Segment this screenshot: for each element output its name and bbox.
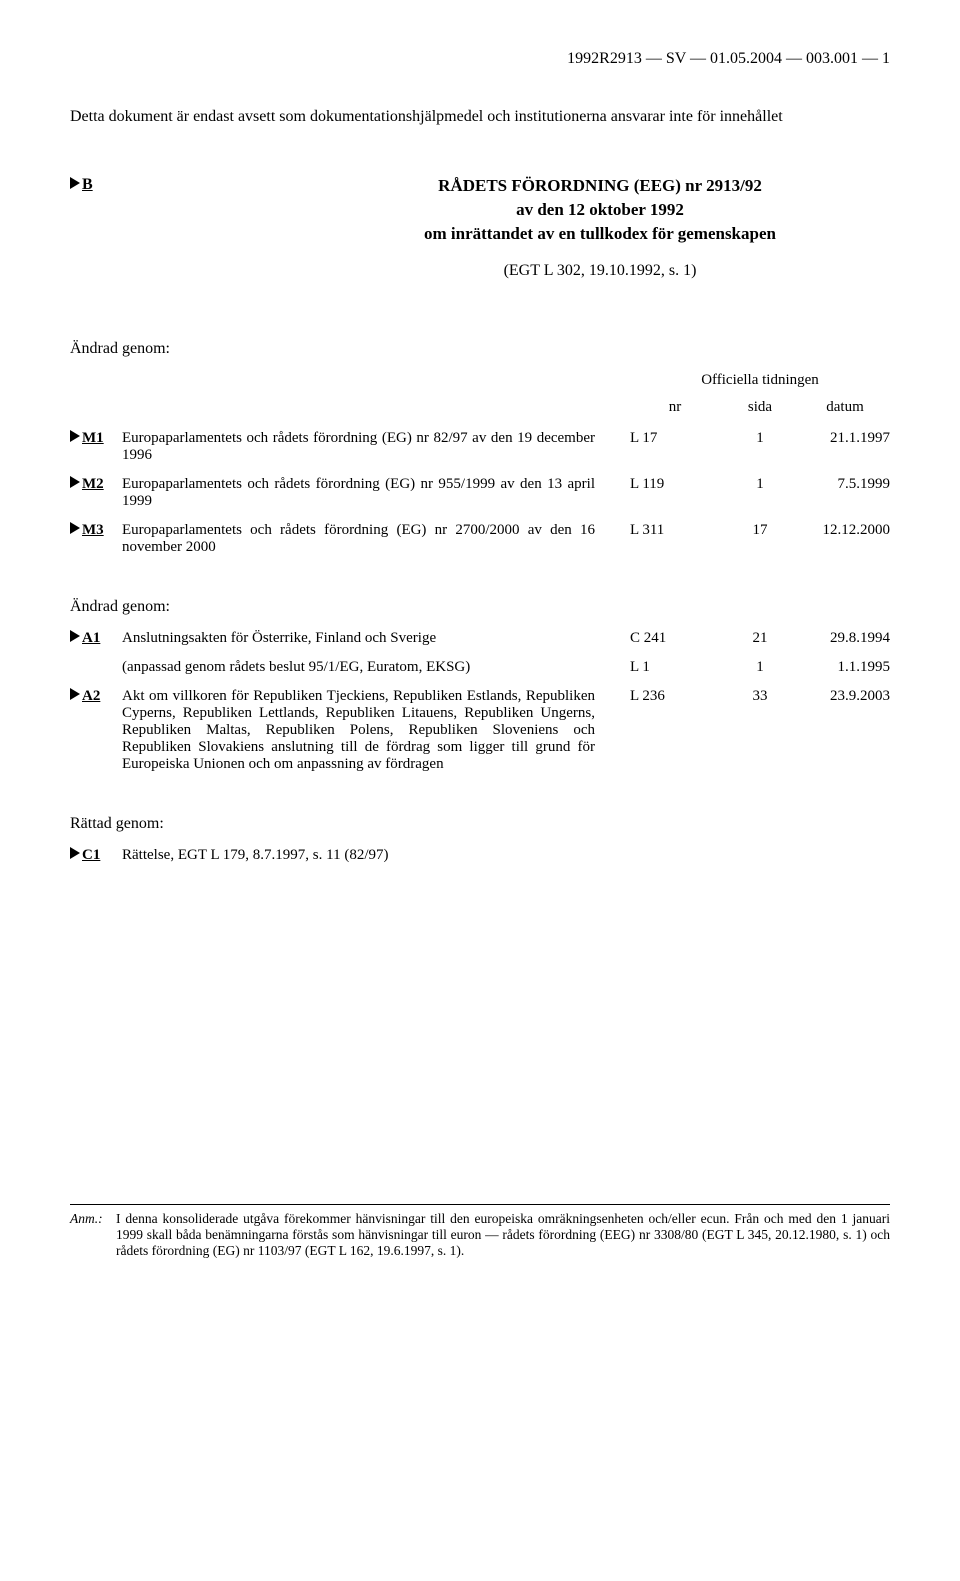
amendment-code-cell: M3: [70, 522, 122, 539]
amendment-code: C1: [82, 847, 100, 863]
title-date: av den 12 oktober 1992: [310, 200, 890, 220]
amendment-nr: L 311: [610, 522, 720, 539]
amendment-nr: L 236: [610, 688, 720, 705]
footnote: Anm.: I denna konsoliderade utgåva förek…: [70, 1204, 890, 1259]
amendment-nr: L 17: [610, 430, 720, 447]
amendment-code-cell: M2: [70, 476, 122, 493]
amendment-desc: Rättelse, EGT L 179, 8.7.1997, s. 11 (82…: [122, 847, 890, 864]
triangle-icon: [70, 630, 80, 642]
amendment-desc: Anslutningsakten för Österrike, Finland …: [122, 630, 610, 647]
c-corrections: C1 Rättelse, EGT L 179, 8.7.1997, s. 11 (…: [70, 847, 890, 864]
corrected-by-heading: Rättad genom:: [70, 815, 890, 833]
document-page: 1992R2913 — SV — 01.05.2004 — 003.001 — …: [0, 0, 960, 1299]
amendment-nr: L 119: [610, 476, 720, 493]
a-amendments: A1 Anslutningsakten för Österrike, Finlan…: [70, 630, 890, 773]
amendment-sida: 33: [720, 688, 800, 705]
col-datum: datum: [800, 399, 890, 416]
oj-label: Officiella tidningen: [630, 372, 890, 389]
amendment-row: A2 Akt om villkoren för Republiken Tjecki…: [70, 688, 890, 773]
amendment-datum: 29.8.1994: [800, 630, 890, 647]
amendment-code: M2: [82, 476, 104, 492]
amendment-desc: Akt om villkoren för Republiken Tjeckien…: [122, 688, 610, 773]
marker-b: B: [70, 176, 110, 194]
triangle-icon: [70, 476, 80, 488]
amendment-row: M2 Europaparlamentets och rådets förordni…: [70, 476, 890, 510]
amendment-code-cell: C1: [70, 847, 122, 864]
amendment-code: M1: [82, 430, 104, 446]
amendment-code-cell: A2: [70, 688, 122, 705]
amended-by-heading-2: Ändrad genom:: [70, 598, 890, 616]
amendment-sida: 1: [720, 430, 800, 447]
title-reference: (EGT L 302, 19.10.1992, s. 1): [310, 262, 890, 280]
footnote-text: I denna konsoliderade utgåva förekommer …: [116, 1211, 890, 1259]
amendment-desc: Europaparlamentets och rådets förordning…: [122, 430, 610, 464]
amendment-row: (anpassad genom rådets beslut 95/1/EG, E…: [70, 659, 890, 676]
amendment-nr: L 1: [610, 659, 720, 676]
amendment-code-cell: M1: [70, 430, 122, 447]
title-block: RÅDETS FÖRORDNING (EEG) nr 2913/92 av de…: [310, 176, 890, 280]
title-main: RÅDETS FÖRORDNING (EEG) nr 2913/92: [310, 176, 890, 196]
col-sida: sida: [720, 399, 800, 416]
title-block-wrap: RÅDETS FÖRORDNING (EEG) nr 2913/92 av de…: [110, 176, 890, 340]
amendment-desc: Europaparlamentets och rådets förordning…: [122, 476, 610, 510]
amendment-row: C1 Rättelse, EGT L 179, 8.7.1997, s. 11 (…: [70, 847, 890, 864]
amendment-datum: 21.1.1997: [800, 430, 890, 447]
amendment-datum: 1.1.1995: [800, 659, 890, 676]
amendment-code: A2: [82, 688, 100, 704]
amendment-code: M3: [82, 522, 104, 538]
document-header: 1992R2913 — SV — 01.05.2004 — 003.001 — …: [70, 50, 890, 68]
amendment-datum: 12.12.2000: [800, 522, 890, 539]
amendment-row: A1 Anslutningsakten för Österrike, Finlan…: [70, 630, 890, 647]
amendment-nr: C 241: [610, 630, 720, 647]
triangle-icon: [70, 430, 80, 442]
title-row: B RÅDETS FÖRORDNING (EEG) nr 2913/92 av …: [70, 176, 890, 340]
m-amendments: M1 Europaparlamentets och rådets förordni…: [70, 430, 890, 556]
amended-by-heading: Ändrad genom:: [70, 340, 890, 358]
oj-subheader: nr sida datum: [70, 399, 890, 416]
triangle-icon: [70, 688, 80, 700]
amendment-datum: 7.5.1999: [800, 476, 890, 493]
amendment-sida: 1: [720, 476, 800, 493]
amendment-datum: 23.9.2003: [800, 688, 890, 705]
amendment-row: M3 Europaparlamentets och rådets förordni…: [70, 522, 890, 556]
code-b: B: [82, 176, 93, 193]
amendment-sida: 1: [720, 659, 800, 676]
amendment-desc: Europaparlamentets och rådets förordning…: [122, 522, 610, 556]
amendment-sida: 17: [720, 522, 800, 539]
triangle-icon: [70, 847, 80, 859]
oj-header: Officiella tidningen: [70, 372, 890, 389]
amendment-sida: 21: [720, 630, 800, 647]
intro-disclaimer: Detta dokument är endast avsett som doku…: [70, 108, 890, 126]
col-nr: nr: [630, 399, 720, 416]
amendment-code: A1: [82, 630, 100, 646]
title-subject: om inrättandet av en tullkodex för gemen…: [310, 224, 890, 244]
triangle-icon: [70, 177, 80, 189]
footnote-label: Anm.:: [70, 1211, 116, 1259]
amendment-desc: (anpassad genom rådets beslut 95/1/EG, E…: [122, 659, 610, 676]
amendment-row: M1 Europaparlamentets och rådets förordni…: [70, 430, 890, 464]
amendment-code-cell: A1: [70, 630, 122, 647]
triangle-icon: [70, 522, 80, 534]
